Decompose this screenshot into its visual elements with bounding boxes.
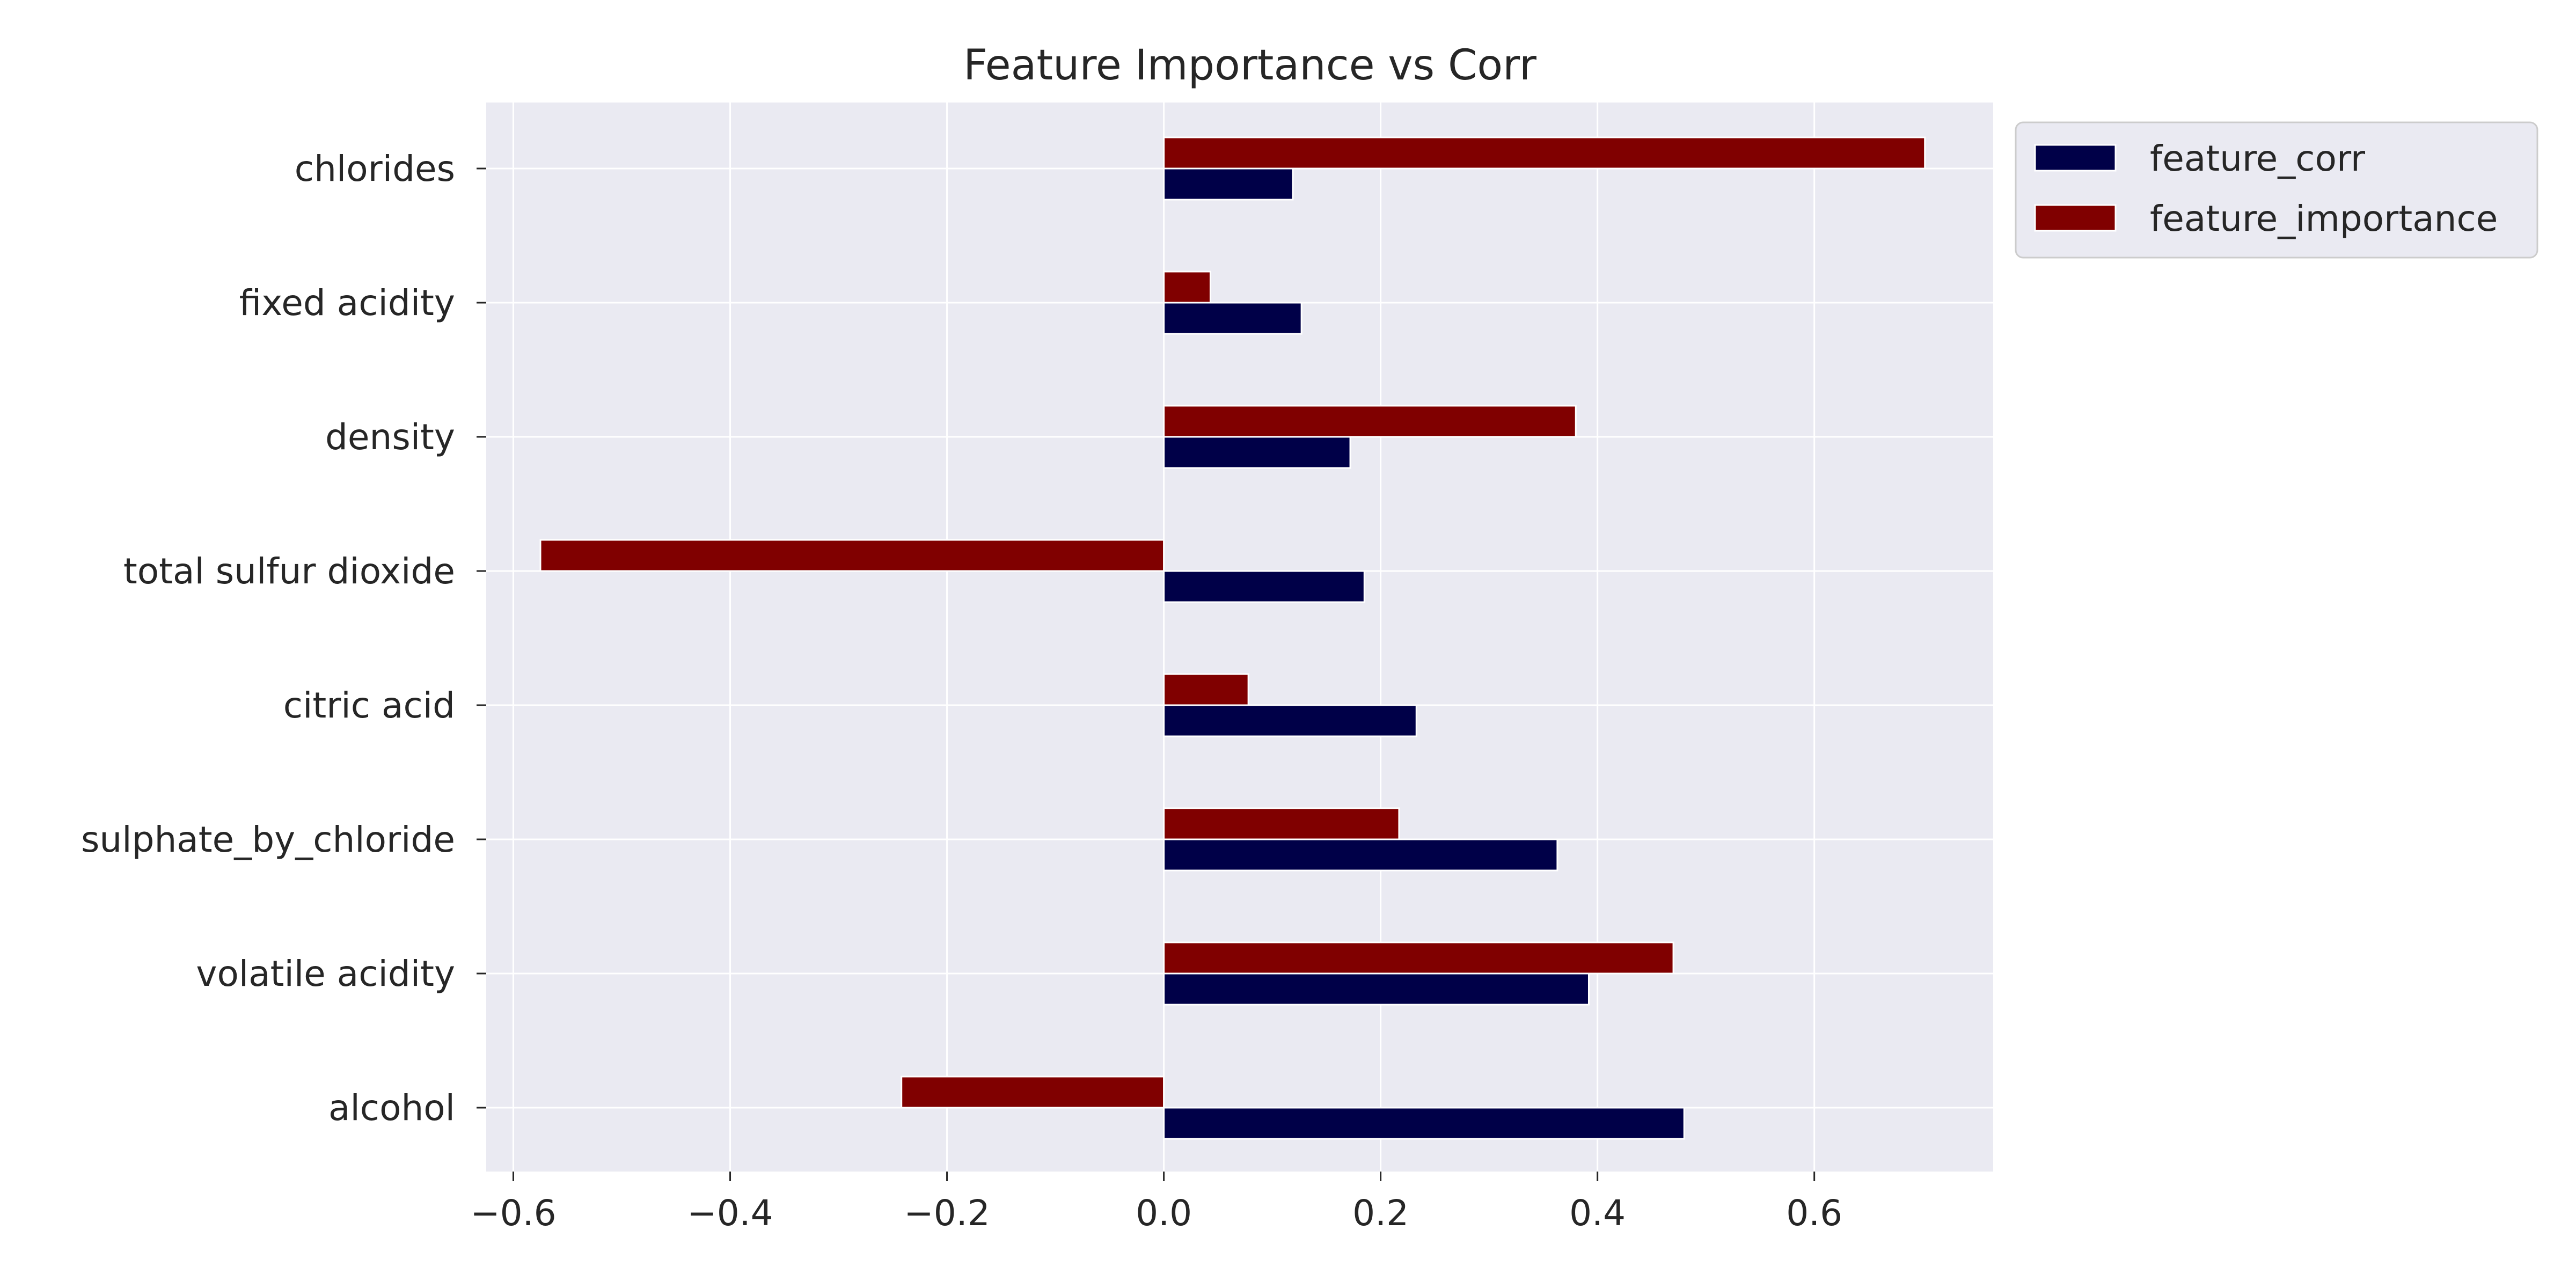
category-label: sulphate_by_chloride: [81, 819, 455, 860]
bar-feature-corr: [1163, 570, 1365, 603]
bar-feature-corr: [1163, 972, 1590, 1006]
bar-feature-corr: [1163, 167, 1294, 201]
x-tick-label: 0.4: [1569, 1192, 1626, 1234]
bar-feature-importance: [1163, 270, 1211, 304]
legend-box: [2015, 121, 2538, 259]
category-label: total sulfur dioxide: [123, 551, 455, 592]
category-label: volatile acidity: [196, 953, 455, 994]
bar-feature-importance: [1163, 807, 1400, 840]
bar-feature-corr: [1163, 436, 1351, 469]
category-label: density: [325, 416, 455, 458]
category-label: chlorides: [295, 148, 455, 189]
bar-feature-importance: [1163, 136, 1926, 170]
legend-swatch-feature-importance: [2034, 204, 2117, 232]
legend-label: feature_importance: [2150, 198, 2498, 239]
chart-title: Feature Importance vs Corr: [963, 41, 1537, 90]
x-tick-label: 0.6: [1786, 1192, 1842, 1234]
x-tick-label: 0.0: [1136, 1192, 1192, 1234]
legend-swatch-feature-corr: [2034, 144, 2117, 172]
bar-feature-corr: [1163, 838, 1558, 872]
y-axis: chlorides fixed acidity density total sulfu…: [81, 148, 486, 1129]
x-tick-label: −0.6: [470, 1192, 556, 1234]
category-label: citric acid: [283, 685, 455, 726]
x-tick-label: −0.2: [904, 1192, 990, 1234]
category-label: alcohol: [328, 1087, 455, 1129]
bars: [539, 136, 1926, 1140]
bar-feature-importance: [1163, 941, 1674, 975]
bar-feature-importance: [1163, 405, 1577, 438]
legend-label: feature_corr: [2150, 138, 2366, 179]
x-tick-label: −0.4: [687, 1192, 773, 1234]
x-axis: −0.6 −0.4 −0.2 0.0 0.2 0.4 0.6: [470, 1172, 1842, 1234]
bar-feature-corr: [1163, 302, 1302, 335]
bar-feature-importance: [1163, 673, 1249, 706]
bar-feature-importance: [539, 539, 1165, 572]
bar-feature-corr: [1163, 704, 1417, 737]
plot-area: [486, 103, 1993, 1172]
legend: feature_corr feature_importance: [2015, 121, 2538, 259]
x-tick-label: 0.2: [1352, 1192, 1409, 1234]
category-label: fixed acidity: [239, 282, 455, 324]
bar-feature-corr: [1163, 1107, 1685, 1140]
bar-feature-importance: [901, 1075, 1165, 1109]
